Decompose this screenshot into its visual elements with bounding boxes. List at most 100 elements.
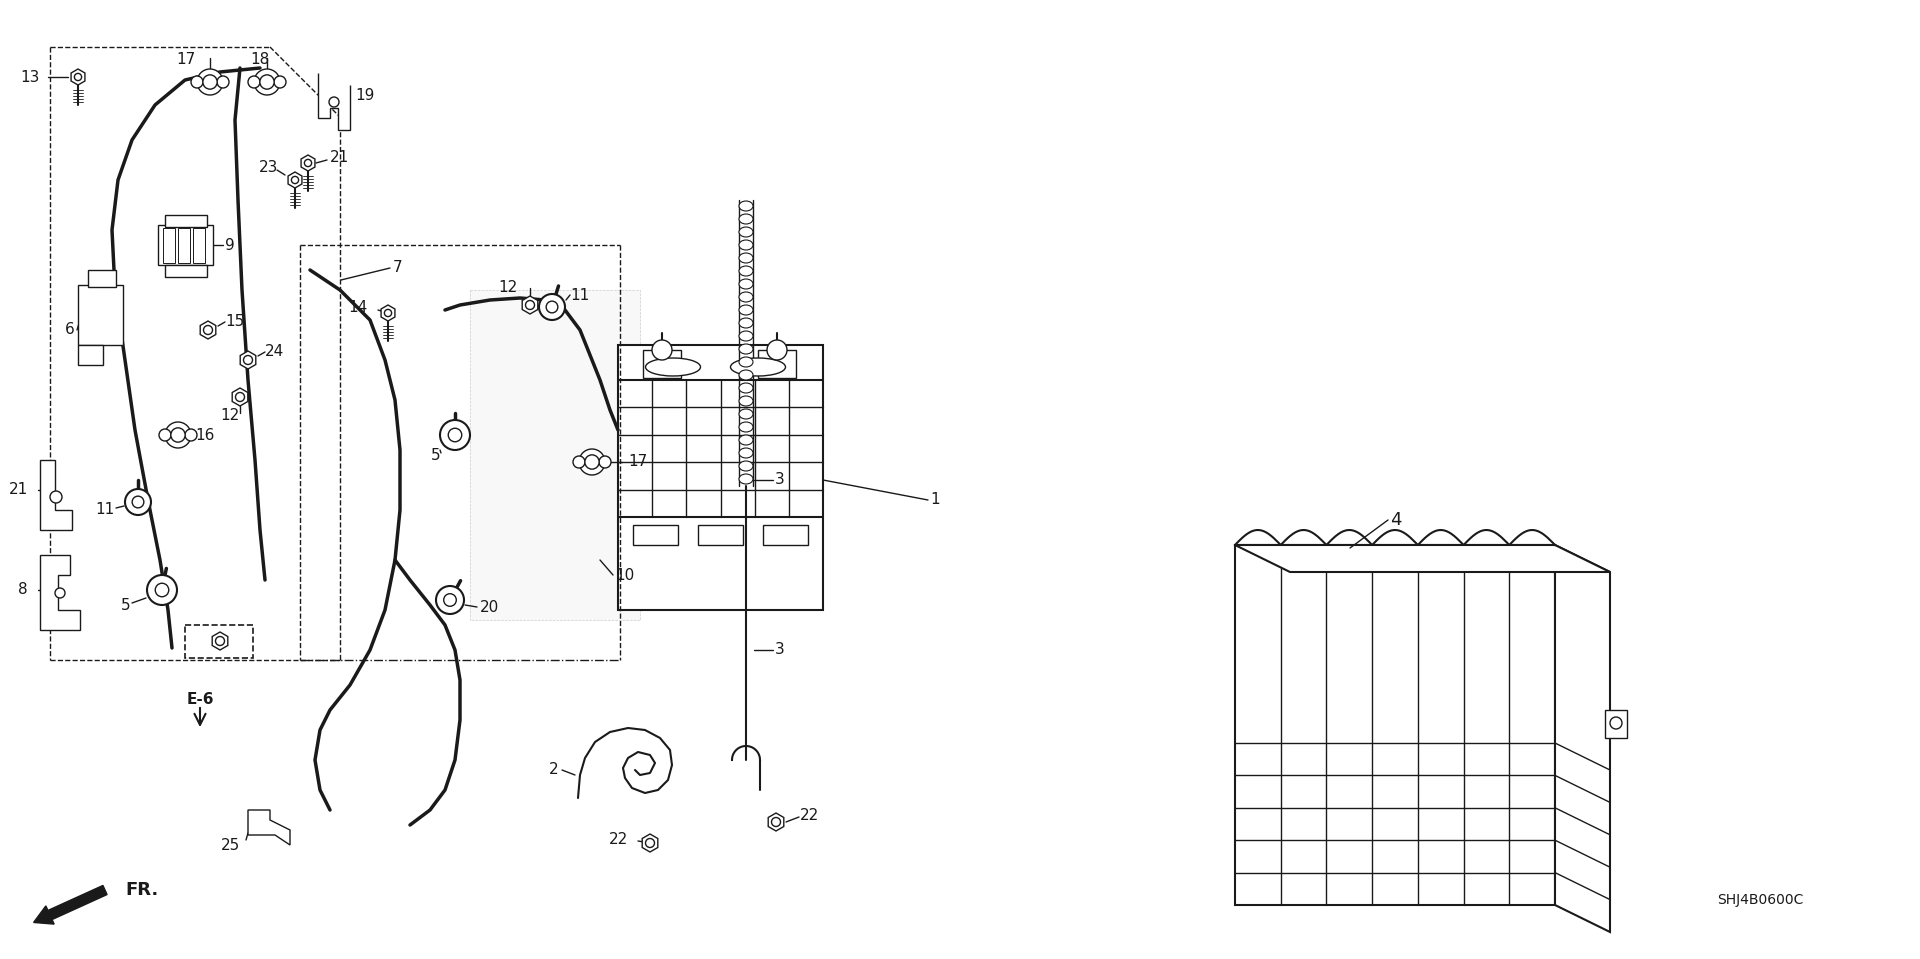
- Bar: [194, 228, 205, 263]
- Circle shape: [159, 429, 171, 441]
- Ellipse shape: [739, 305, 753, 315]
- Bar: [1235, 545, 1555, 905]
- Circle shape: [305, 159, 311, 167]
- Circle shape: [540, 294, 564, 320]
- Text: 7: 7: [394, 261, 403, 275]
- Circle shape: [244, 356, 253, 364]
- Bar: [165, 215, 207, 227]
- Ellipse shape: [739, 383, 753, 393]
- Text: 1: 1: [929, 493, 939, 507]
- Ellipse shape: [739, 474, 753, 484]
- Ellipse shape: [739, 331, 753, 341]
- Text: 11: 11: [96, 503, 115, 518]
- Ellipse shape: [739, 214, 753, 224]
- Text: 2: 2: [549, 762, 559, 778]
- Polygon shape: [380, 305, 396, 321]
- FancyArrow shape: [35, 885, 108, 924]
- Bar: [179, 228, 190, 263]
- Polygon shape: [1555, 545, 1611, 932]
- Ellipse shape: [739, 266, 753, 276]
- Ellipse shape: [739, 201, 753, 211]
- Text: 10: 10: [614, 568, 634, 582]
- Polygon shape: [641, 834, 659, 852]
- Circle shape: [132, 496, 144, 508]
- Circle shape: [184, 429, 198, 441]
- Circle shape: [204, 75, 217, 89]
- Circle shape: [772, 817, 781, 827]
- Text: 12: 12: [221, 408, 240, 423]
- Text: 25: 25: [221, 837, 240, 853]
- Bar: [79, 345, 104, 365]
- Circle shape: [599, 456, 611, 468]
- Ellipse shape: [739, 461, 753, 471]
- Ellipse shape: [739, 409, 753, 419]
- Circle shape: [328, 97, 340, 107]
- Ellipse shape: [739, 396, 753, 406]
- Bar: [762, 526, 808, 546]
- Ellipse shape: [730, 358, 785, 376]
- Circle shape: [165, 422, 190, 448]
- Text: 11: 11: [570, 288, 589, 302]
- Circle shape: [1611, 717, 1622, 729]
- Ellipse shape: [739, 435, 753, 445]
- Ellipse shape: [739, 292, 753, 302]
- Ellipse shape: [739, 318, 753, 328]
- Text: 9: 9: [225, 238, 234, 252]
- Circle shape: [248, 76, 259, 88]
- Text: 19: 19: [355, 87, 374, 103]
- Bar: [643, 350, 682, 378]
- Text: FR.: FR.: [125, 881, 157, 899]
- Text: 17: 17: [628, 455, 647, 470]
- Circle shape: [580, 449, 605, 475]
- Circle shape: [148, 575, 177, 605]
- Circle shape: [292, 176, 300, 183]
- Circle shape: [217, 76, 228, 88]
- Circle shape: [156, 583, 169, 596]
- Bar: [758, 350, 797, 378]
- Circle shape: [645, 838, 655, 848]
- Text: 22: 22: [801, 807, 820, 823]
- Text: 4: 4: [1390, 511, 1402, 529]
- Bar: [165, 265, 207, 277]
- Ellipse shape: [739, 422, 753, 432]
- Text: 24: 24: [265, 344, 284, 360]
- Circle shape: [50, 491, 61, 503]
- Text: 14: 14: [349, 300, 369, 316]
- Text: 23: 23: [259, 160, 278, 175]
- Text: 3: 3: [776, 643, 785, 658]
- Ellipse shape: [645, 358, 701, 376]
- Polygon shape: [232, 388, 248, 406]
- Text: 8: 8: [19, 582, 29, 597]
- Text: 12: 12: [499, 280, 518, 295]
- Ellipse shape: [739, 344, 753, 354]
- Text: 20: 20: [480, 600, 499, 616]
- Text: 13: 13: [21, 69, 40, 84]
- Polygon shape: [40, 460, 73, 530]
- Bar: [88, 270, 115, 287]
- Text: 22: 22: [609, 832, 628, 848]
- Ellipse shape: [739, 227, 753, 237]
- Ellipse shape: [739, 370, 753, 380]
- Bar: [184, 625, 253, 658]
- Circle shape: [545, 301, 559, 313]
- Circle shape: [215, 637, 225, 645]
- Circle shape: [766, 340, 787, 360]
- Circle shape: [444, 594, 457, 606]
- Ellipse shape: [739, 448, 753, 458]
- Circle shape: [204, 325, 213, 335]
- Text: 21: 21: [330, 150, 349, 165]
- Polygon shape: [40, 555, 81, 630]
- Text: 17: 17: [177, 53, 196, 67]
- Circle shape: [56, 588, 65, 598]
- Polygon shape: [1235, 545, 1611, 572]
- Ellipse shape: [739, 357, 753, 367]
- Circle shape: [572, 456, 586, 468]
- Circle shape: [275, 76, 286, 88]
- Text: 5: 5: [121, 597, 131, 613]
- Circle shape: [440, 420, 470, 450]
- Circle shape: [384, 310, 392, 316]
- Text: 18: 18: [250, 53, 269, 67]
- Circle shape: [236, 392, 244, 402]
- Polygon shape: [301, 155, 315, 171]
- Text: 5: 5: [430, 448, 440, 462]
